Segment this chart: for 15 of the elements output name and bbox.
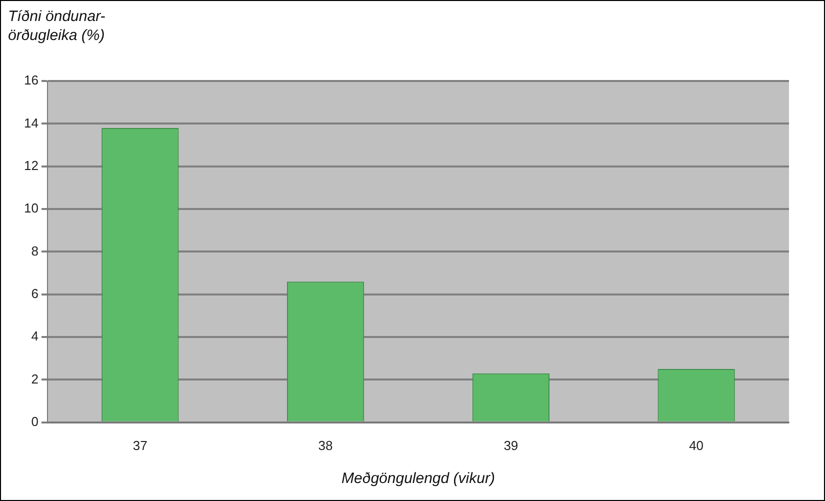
x-axis-title: Meðgöngulengd (vikur) <box>342 470 495 488</box>
y-tick-label: 10 <box>24 200 38 216</box>
y-tick-label: 14 <box>24 115 38 130</box>
x-tick-label: 38 <box>318 438 333 453</box>
x-tick-label: 40 <box>689 438 704 453</box>
y-tick-label: 16 <box>24 72 38 88</box>
y-tick-label: 8 <box>31 243 38 258</box>
y-tick-label: 0 <box>31 414 38 429</box>
y-tick-label: 2 <box>31 371 38 386</box>
y-axis-title: Tíðni öndunar-örðugleika (%) <box>8 7 106 45</box>
x-tick-label: 37 <box>132 438 148 453</box>
y-tick-label: 6 <box>31 286 38 301</box>
x-tick-label: 39 <box>504 438 518 453</box>
y-tick-label: 4 <box>31 328 38 344</box>
y-tick-label: 12 <box>24 158 38 173</box>
